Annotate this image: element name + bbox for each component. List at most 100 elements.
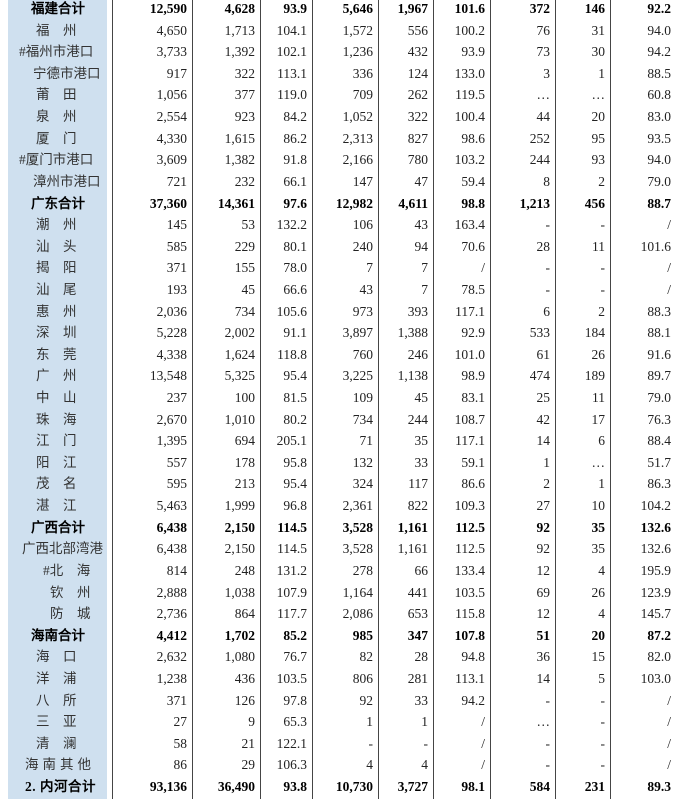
value-cell: 1,702 (224, 627, 255, 643)
value-cell: 14 (536, 433, 551, 449)
value-cell: 61 (536, 346, 551, 362)
value-cell: 5 (598, 670, 605, 686)
value-cell: 113.1 (277, 65, 307, 81)
column-divider (433, 0, 434, 799)
value-cell: 377 (234, 87, 255, 103)
value-cell: 86.3 (647, 476, 671, 492)
value-cell: 93.9 (461, 44, 485, 60)
value-cell: - (600, 714, 606, 730)
value-cell: 43 (414, 217, 429, 233)
value-cell: 132 (352, 454, 373, 470)
value-cell: 105.6 (276, 303, 307, 319)
value-cell: 37,360 (149, 195, 187, 211)
value-cell: 93 (591, 152, 606, 168)
table-row: 三 亚 27 9 65.3 1 1 / … - / (0, 711, 684, 733)
value-cell: 59.4 (461, 173, 485, 189)
value-cell: 123.9 (640, 584, 671, 600)
value-cell: 2,632 (156, 649, 187, 665)
value-cell: 147 (352, 173, 373, 189)
value-cell: 8 (543, 173, 550, 189)
value-cell: 248 (234, 562, 255, 578)
value-cell: 5,463 (156, 498, 187, 514)
value-cell: 35 (414, 433, 429, 449)
row-name: 海南合计 (31, 627, 85, 643)
value-cell: 145.7 (640, 606, 671, 622)
value-cell: 78.5 (461, 281, 485, 297)
value-cell: / (667, 735, 671, 751)
value-cell: 119.5 (455, 87, 485, 103)
value-cell: 155 (234, 260, 255, 276)
table-row: 洋 浦 1,238 436 103.5 806 281 113.1 14 5 103.0 (0, 668, 684, 690)
table-row: 潮 州 145 53 132.2 106 43 163.4 - - / (0, 214, 684, 236)
value-cell: 237 (166, 390, 187, 406)
row-name: 漳州市港口 (33, 173, 101, 189)
value-cell: 985 (352, 627, 373, 643)
value-cell: 432 (407, 44, 428, 60)
column-divider (378, 0, 379, 799)
row-name: 广东合计 (31, 195, 85, 211)
table-row: #厦门市港口 3,609 1,382 91.8 2,166 780 103.2 244 93 94… (0, 149, 684, 171)
table-row: 东 莞 4,338 1,624 118.8 760 246 101.0 61 26 91.6 (0, 344, 684, 366)
value-cell: - (545, 281, 551, 297)
value-cell: 734 (352, 411, 373, 427)
row-name: 宁德市港口 (33, 65, 101, 81)
value-cell: 4,412 (156, 627, 187, 643)
value-cell: 117.1 (455, 303, 485, 319)
value-cell: 92.2 (647, 1, 671, 17)
value-cell: 184 (584, 325, 605, 341)
value-cell: 107.8 (454, 627, 485, 643)
value-cell: 585 (166, 238, 187, 254)
value-cell: 322 (234, 65, 255, 81)
value-cell: 93.8 (283, 778, 307, 794)
value-cell: 89.7 (647, 368, 671, 384)
value-cell: 114.5 (277, 519, 307, 535)
value-cell: 20 (591, 627, 606, 643)
value-cell: 131.2 (276, 562, 307, 578)
table-row: 汕 尾 193 45 66.6 43 7 78.5 - - / (0, 279, 684, 301)
value-cell: 456 (584, 195, 605, 211)
value-cell: 117.7 (277, 606, 307, 622)
row-name: 福建合计 (31, 1, 85, 17)
value-cell: 5,228 (156, 325, 187, 341)
value-cell: 94.8 (461, 649, 485, 665)
value-cell: 3,897 (342, 325, 373, 341)
value-cell: 205.1 (276, 433, 307, 449)
value-cell: 1,392 (224, 44, 255, 60)
table-row: #北 海 814 248 131.2 278 66 133.4 12 4 195.9 (0, 560, 684, 582)
table-row: 福建合计 12,590 4,628 93.9 5,646 1,967 101.6 372 146… (0, 0, 684, 20)
row-name: 中 山 (36, 390, 77, 406)
row-name: 汕 头 (36, 238, 77, 254)
value-cell: 7 (366, 260, 373, 276)
value-cell: 2,736 (156, 606, 187, 622)
column-divider (555, 0, 556, 799)
value-cell: 195.9 (640, 562, 671, 578)
value-cell: 2,150 (224, 541, 255, 557)
value-cell: 1,382 (224, 152, 255, 168)
value-cell: 88.1 (647, 325, 671, 341)
value-cell: 86 (173, 757, 188, 773)
value-cell: 1,038 (224, 584, 255, 600)
value-cell: 82 (359, 649, 374, 665)
value-cell: 3,733 (156, 44, 187, 60)
value-cell: 780 (407, 152, 428, 168)
value-cell: 86.6 (461, 476, 485, 492)
value-cell: / (481, 757, 485, 773)
table-row: 中 山 237 100 81.5 109 45 83.1 25 11 79.0 (0, 387, 684, 409)
value-cell: 557 (166, 454, 187, 470)
value-cell: 95.8 (283, 454, 307, 470)
value-cell: 112.5 (455, 541, 485, 557)
value-cell: 1,388 (397, 325, 428, 341)
value-cell: 10 (591, 498, 606, 514)
value-cell: 114.5 (277, 541, 307, 557)
value-cell: 94.2 (647, 44, 671, 60)
value-cell: 1,161 (397, 541, 428, 557)
table-row: 厦 门 4,330 1,615 86.2 2,313 827 98.6 252 95 93.5 (0, 128, 684, 150)
value-cell: 112.5 (455, 519, 485, 535)
row-name: 洋 浦 (36, 670, 77, 686)
value-cell: 106.3 (276, 757, 307, 773)
value-cell: 4 (598, 606, 605, 622)
value-cell: 5,325 (224, 368, 255, 384)
row-name: 海 口 (36, 649, 77, 665)
value-cell: 1 (598, 476, 605, 492)
value-cell: 734 (234, 303, 255, 319)
